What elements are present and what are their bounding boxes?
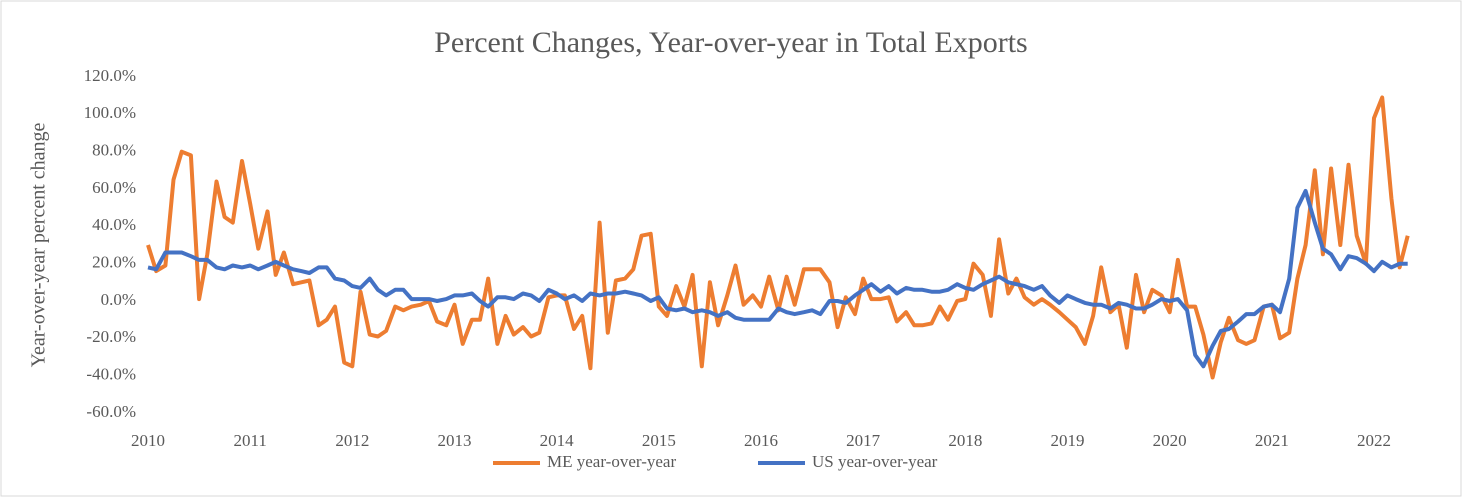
y-tick-label: 100.0% [84, 103, 136, 122]
chart-title: Percent Changes, Year-over-year in Total… [434, 26, 1027, 59]
x-tick-label: 2017 [846, 431, 881, 450]
x-tick-label: 2013 [438, 431, 472, 450]
y-tick-label: -60.0% [86, 402, 136, 421]
series-line [147, 188, 1408, 369]
x-tick-label: 2019 [1051, 431, 1085, 450]
legend-label: US year-over-year [812, 452, 938, 471]
y-tick-label: -20.0% [86, 327, 136, 346]
y-tick-label: 120.0% [84, 66, 136, 85]
x-tick-label: 2010 [131, 431, 165, 450]
y-tick-label: -40.0% [86, 365, 136, 384]
x-tick-label: 2022 [1357, 431, 1391, 450]
y-tick-label: 60.0% [92, 178, 136, 197]
x-tick-label: 2021 [1255, 431, 1289, 450]
x-tick-label: 2015 [642, 431, 676, 450]
y-axis-label: Year-over-year percent change [28, 122, 50, 367]
x-tick-label: 2014 [540, 431, 575, 450]
x-tick-label: 2020 [1153, 431, 1187, 450]
x-tick-label: 2011 [233, 431, 266, 450]
y-tick-label: 40.0% [92, 215, 136, 234]
legend-label: ME year-over-year [547, 452, 676, 471]
x-tick-label: 2012 [335, 431, 369, 450]
x-tick-label: 2016 [744, 431, 778, 450]
y-tick-label: 0.0% [101, 290, 136, 309]
y-tick-label: 20.0% [92, 253, 136, 272]
y-tick-label: 80.0% [92, 141, 136, 160]
x-tick-label: 2018 [948, 431, 982, 450]
